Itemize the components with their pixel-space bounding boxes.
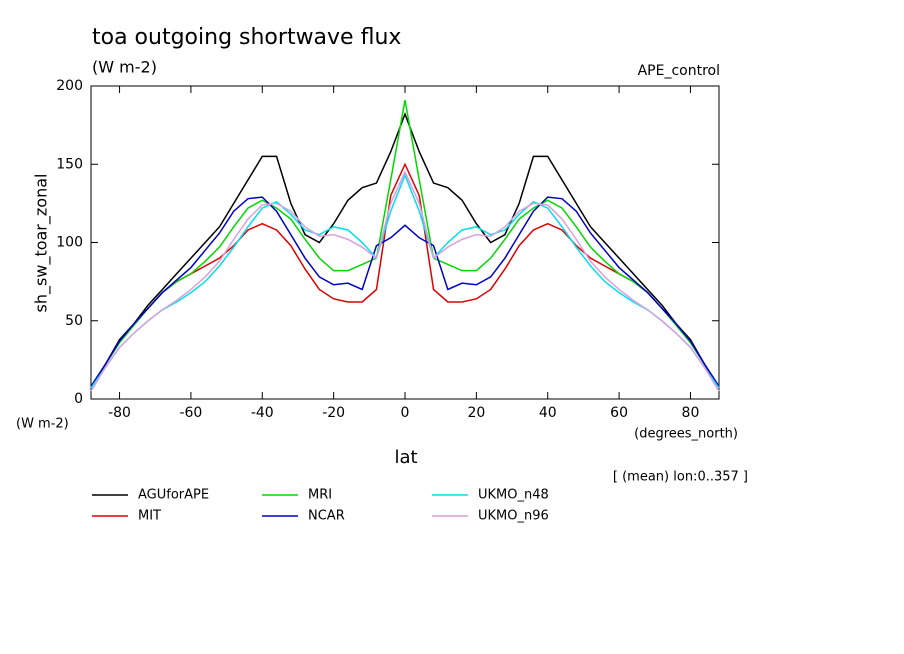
series-line [90, 173, 720, 389]
series-line [90, 162, 720, 387]
series-line [90, 170, 720, 392]
chart-subtitle: (W m-2) [92, 58, 157, 77]
y-tick-label: 50 [65, 313, 83, 329]
y-axis-units: (W m-2) [16, 417, 69, 432]
x-axis-label: lat [394, 447, 417, 468]
legend-label: UKMO_n96 [478, 509, 549, 524]
y-tick-label: 100 [56, 235, 83, 251]
x-tick-label: 60 [610, 405, 628, 421]
legend-label: MIT [138, 509, 161, 524]
x-tick-label: 20 [467, 405, 485, 421]
y-axis-label: sh_sw_toar_zonal [32, 174, 52, 313]
series-line [90, 99, 720, 387]
x-tick-label: -80 [108, 405, 131, 421]
x-tick-label: -40 [251, 405, 274, 421]
x-axis-units: (degrees_north) [634, 427, 738, 442]
y-tick-label: 200 [56, 78, 83, 94]
y-tick-label: 0 [74, 391, 83, 407]
chart-title: toa outgoing shortwave flux [92, 25, 401, 50]
series-line [90, 112, 720, 387]
legend-label: AGUforAPE [138, 488, 209, 503]
note: [ (mean) lon:0..357 ] [613, 470, 748, 485]
x-tick-label: 0 [401, 405, 410, 421]
x-tick-label: 40 [539, 405, 557, 421]
annotation: APE_control [638, 63, 720, 79]
legend-label: UKMO_n48 [478, 488, 549, 503]
x-tick-label: -60 [179, 405, 202, 421]
x-tick-label: 80 [682, 405, 700, 421]
y-tick-label: 150 [56, 156, 83, 172]
plot-frame [90, 85, 720, 400]
legend-label: MRI [308, 488, 332, 503]
x-tick-label: -20 [322, 405, 345, 421]
series-line [90, 196, 720, 387]
legend-label: NCAR [308, 509, 345, 524]
